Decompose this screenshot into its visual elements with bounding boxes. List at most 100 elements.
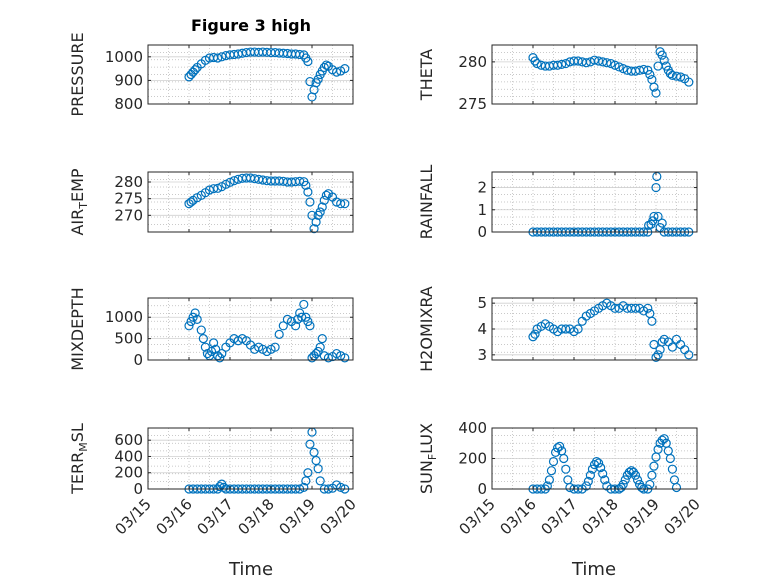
- data-point: [317, 334, 327, 344]
- data-point: [313, 464, 323, 474]
- axes-frame: [491, 171, 698, 233]
- y-tick-label: 0: [477, 480, 487, 498]
- data-point: [190, 308, 200, 318]
- y-tick-label: 200: [114, 464, 143, 482]
- data-point: [618, 63, 628, 74]
- data-point: [657, 218, 667, 228]
- data-point: [542, 481, 552, 491]
- data-point: [632, 475, 643, 485]
- y-tick-label: 200: [458, 450, 487, 468]
- y-tick-label: 600: [114, 431, 143, 449]
- data-point: [550, 447, 561, 457]
- y-tick-label: 1000: [105, 48, 143, 66]
- data-point: [305, 321, 315, 331]
- data-point: [546, 466, 557, 476]
- data-point: [561, 58, 571, 69]
- data-point: [319, 62, 329, 73]
- x-tick-label: 03/16: [497, 495, 540, 538]
- axes-frame: [147, 427, 354, 490]
- data-point: [211, 344, 221, 354]
- data-point: [190, 65, 200, 75]
- subplot-8: 0 200 400 SUNFLUX: [417, 419, 698, 498]
- data-point: [649, 211, 659, 222]
- data-point: [309, 224, 319, 234]
- data-point: [186, 316, 196, 327]
- y-tick-label: 280: [114, 173, 143, 191]
- data-point: [600, 475, 610, 485]
- data-point: [593, 458, 604, 468]
- data-point: [229, 176, 239, 186]
- subplot-4: 0 1 2 RAINFALL: [417, 165, 698, 241]
- data-point: [323, 353, 333, 363]
- data-point: [684, 350, 694, 360]
- data-point: [630, 470, 641, 480]
- data-point: [317, 202, 327, 212]
- y-tick-label: 900: [114, 71, 143, 89]
- data-point: [295, 308, 305, 318]
- data-point: [606, 58, 616, 69]
- x-axis-label-right: Time: [571, 559, 616, 580]
- data-point: [311, 217, 321, 227]
- data-point: [299, 482, 309, 492]
- y-axis-label: RAINFALL: [417, 165, 436, 240]
- axes-frame: [147, 44, 354, 105]
- data-point: [305, 76, 315, 87]
- data-point: [591, 456, 602, 467]
- y-tick-label: 800: [114, 95, 143, 113]
- data-point: [192, 314, 202, 324]
- y-tick-label: 0: [133, 351, 143, 369]
- y-axis-label: MIXDEPTH: [68, 287, 87, 370]
- data-point: [336, 199, 346, 209]
- data-point: [217, 348, 227, 359]
- y-axis-label: THETA: [417, 49, 436, 101]
- data-point: [313, 346, 323, 357]
- data-point: [637, 482, 647, 493]
- data-point: [198, 334, 208, 344]
- data-point: [583, 476, 593, 486]
- data-point: [598, 469, 608, 479]
- data-point: [219, 482, 229, 492]
- y-tick-label: 1000: [105, 308, 143, 326]
- data-point: [648, 216, 658, 226]
- data-point: [653, 211, 663, 222]
- data-point: [225, 177, 235, 187]
- data-point: [196, 325, 206, 335]
- data-point: [645, 69, 655, 80]
- data-point: [667, 342, 678, 352]
- x-tick-label: 03/17: [538, 495, 581, 538]
- data-point: [301, 312, 311, 322]
- y-tick-label: 500: [114, 330, 143, 348]
- data-point: [653, 444, 663, 454]
- data-point: [561, 324, 571, 334]
- data-point: [630, 303, 641, 313]
- axes-frame: [147, 171, 354, 233]
- x-tick-label: 03/19: [276, 495, 319, 538]
- data-point: [665, 69, 675, 79]
- data-point: [610, 60, 620, 70]
- x-tick-label: 03/18: [579, 495, 622, 538]
- subplot-6: 3 4 5 H2OMIXRA: [417, 286, 698, 372]
- data-point: [684, 77, 694, 87]
- y-tick-label: 5: [477, 294, 487, 312]
- y-tick-label: 3: [477, 346, 487, 364]
- data-point: [217, 52, 227, 62]
- data-point: [303, 316, 313, 327]
- y-axis-label: TERRMSL: [68, 423, 90, 495]
- data-point: [301, 180, 311, 190]
- y-tick-label: 400: [114, 447, 143, 465]
- data-point: [657, 50, 667, 60]
- x-tick-label: 03/18: [235, 495, 278, 538]
- data-point: [657, 337, 667, 347]
- data-point: [301, 476, 311, 486]
- data-point: [659, 55, 669, 65]
- data-point: [278, 321, 288, 331]
- x-tick-label: 03/16: [153, 495, 196, 538]
- data-point: [303, 56, 313, 67]
- axes-frame: [147, 297, 354, 361]
- data-point: [581, 481, 591, 491]
- data-point: [620, 475, 630, 485]
- y-tick-label: 0: [477, 223, 487, 241]
- y-tick-label: 400: [458, 419, 487, 437]
